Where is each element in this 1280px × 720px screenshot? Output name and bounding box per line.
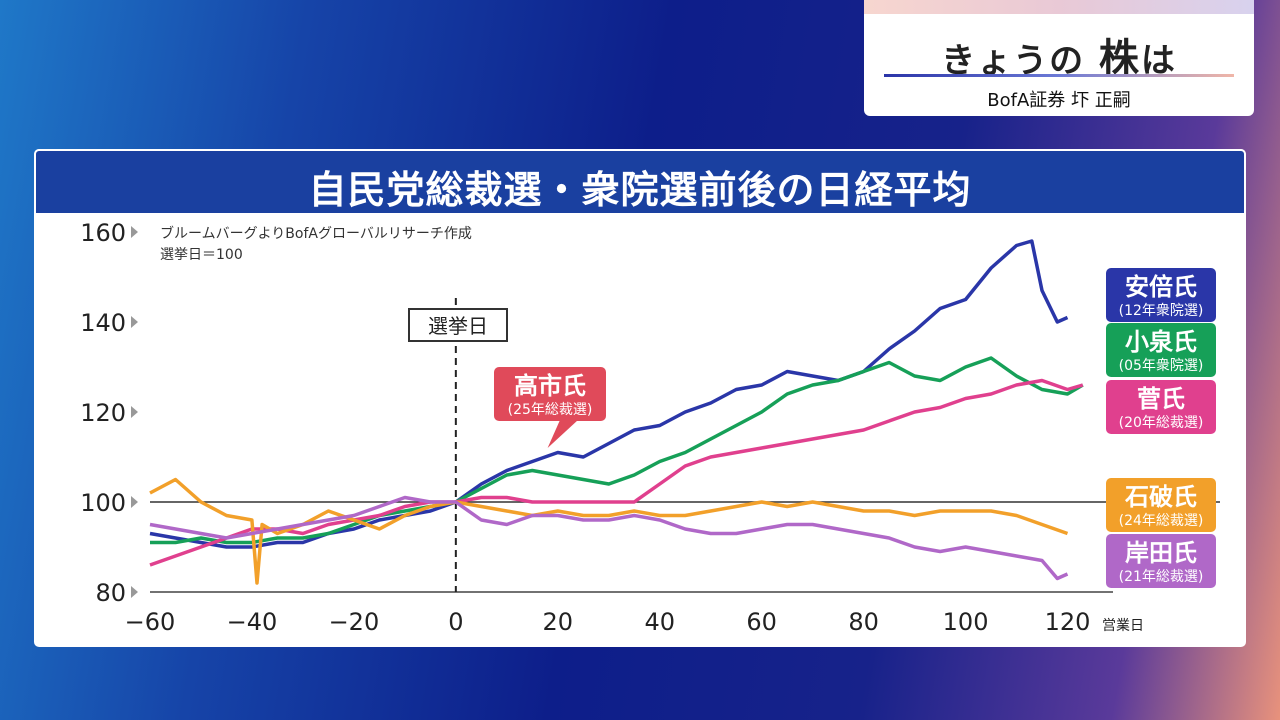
series-line-菅氏 [149, 378, 1084, 567]
legend-detail-岸田氏: (21年総裁選) [1119, 569, 1204, 585]
legend-name-岸田氏: 岸田氏 [1125, 539, 1197, 567]
legend-detail-石破氏: (24年総裁選) [1119, 513, 1204, 529]
legend-name-菅氏: 菅氏 [1137, 385, 1185, 413]
election-day-label: 選挙日 [428, 314, 488, 338]
x-tick-label: 100 [943, 608, 989, 636]
callout-name: 高市氏 [514, 372, 586, 400]
x-axis-label: 営業日 [1102, 618, 1144, 634]
y-tick-arrow-icon [131, 586, 138, 598]
base-note: 選挙日＝100 [160, 247, 243, 263]
corner-divider [884, 74, 1234, 77]
legend-box-岸田氏 [1106, 534, 1216, 588]
program-corner-box: きょうの 株は BofA証券 圷 正嗣 [864, 0, 1254, 116]
x-tick-label: 40 [644, 608, 675, 636]
x-tick-label: 60 [746, 608, 777, 636]
x-tick-label: −40 [227, 608, 278, 636]
x-tick-label: 80 [848, 608, 879, 636]
y-tick-label: 140 [80, 309, 126, 337]
legend-name-小泉氏: 小泉氏 [1125, 328, 1197, 356]
x-tick-label: 20 [543, 608, 574, 636]
series-line-岸田氏 [149, 495, 1069, 581]
x-tick-label: 120 [1045, 608, 1091, 636]
chart-title: 自民党総裁選・衆院選前後の日経平均 [308, 168, 972, 212]
y-tick-arrow-icon [131, 316, 138, 328]
y-tick-arrow-icon [131, 406, 138, 418]
y-tick-label: 80 [95, 579, 126, 607]
legend-name-石破氏: 石破氏 [1124, 483, 1197, 511]
x-tick-label: 0 [448, 608, 463, 636]
legend-detail-菅氏: (20年総裁選) [1119, 415, 1204, 431]
legend-box-石破氏 [1106, 478, 1216, 532]
chart-panel: 自民党総裁選・衆院選前後の日経平均 [34, 149, 1246, 647]
callout-box [494, 367, 606, 421]
x-tick-label: −60 [125, 608, 176, 636]
y-tick-label: 100 [80, 489, 126, 517]
series-line-小泉氏 [150, 356, 1084, 545]
legend-detail-小泉氏: (05年衆院選) [1119, 358, 1204, 374]
callout-detail: (25年総裁選) [508, 402, 593, 418]
y-tick-arrow-icon [131, 226, 138, 238]
legend-box-安倍氏 [1106, 268, 1216, 322]
callout-pointer [547, 420, 578, 448]
legend-box-小泉氏 [1106, 323, 1216, 377]
presenter-name: BofA証券 圷 正嗣 [987, 90, 1131, 111]
legend-detail-安倍氏: (12年衆院選) [1119, 303, 1204, 319]
legend-name-安倍氏: 安倍氏 [1125, 273, 1197, 301]
y-tick-label: 160 [80, 219, 126, 247]
legend-box-菅氏 [1106, 380, 1216, 434]
series-line-安倍氏 [149, 239, 1069, 549]
corner-decor-bar [864, 0, 1254, 14]
y-tick-label: 120 [80, 399, 126, 427]
election-day-label-box [408, 308, 508, 342]
series-line-石破氏 [149, 477, 1069, 585]
source-note: ブルームバーグよりBofAグローバルリサーチ作成 [160, 225, 472, 242]
chart-header: 自民党総裁選・衆院選前後の日経平均 [34, 149, 1246, 215]
x-tick-label: −20 [329, 608, 380, 636]
y-tick-arrow-icon [131, 496, 138, 508]
